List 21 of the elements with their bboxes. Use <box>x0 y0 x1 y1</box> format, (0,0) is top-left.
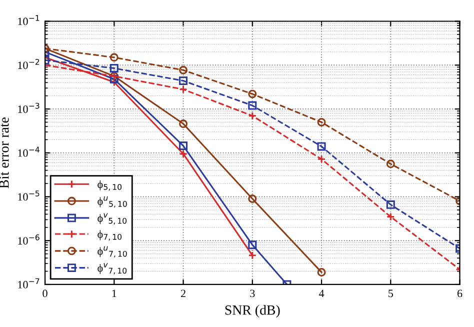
legend-label: ϕ$_{5,10}$ <box>98 180 122 191</box>
legend-label: ϕ$^{v}$$_{5,10}$ <box>98 213 127 224</box>
y-tick-label: 10$^{−3}$ <box>18 102 40 113</box>
x-tick-label: 2 <box>180 290 186 298</box>
x-tick-label: 4 <box>318 290 324 298</box>
legend-label: ϕ$_{7,10}$ <box>98 230 122 241</box>
legend-label: ϕ$^{v}$$_{7,10}$ <box>98 263 127 274</box>
x-tick-label: 3 <box>250 290 255 298</box>
x-tick-label: 0 <box>42 290 48 298</box>
y-tick-label: 10$^{−7}$ <box>18 278 40 288</box>
y-tick-label: 10$^{−6}$ <box>18 234 40 245</box>
x-axis-title: SNR (dB) <box>225 304 280 318</box>
legend-label: ϕ$^{u}$$_{5,10}$ <box>98 196 127 208</box>
y-tick-label: 10$^{−2}$ <box>18 58 40 70</box>
y-tick-label: 10$^{−4}$ <box>18 146 40 157</box>
y-tick-label: 10$^{−5}$ <box>18 190 40 201</box>
legend-label: ϕ$^{u}$$_{7,10}$ <box>98 246 127 258</box>
x-tick-label: 1 <box>112 290 116 298</box>
x-tick-label: 5 <box>388 290 393 298</box>
x-tick-label: 6 <box>457 290 462 298</box>
y-tick-label: 10$^{−1}$ <box>18 15 40 26</box>
